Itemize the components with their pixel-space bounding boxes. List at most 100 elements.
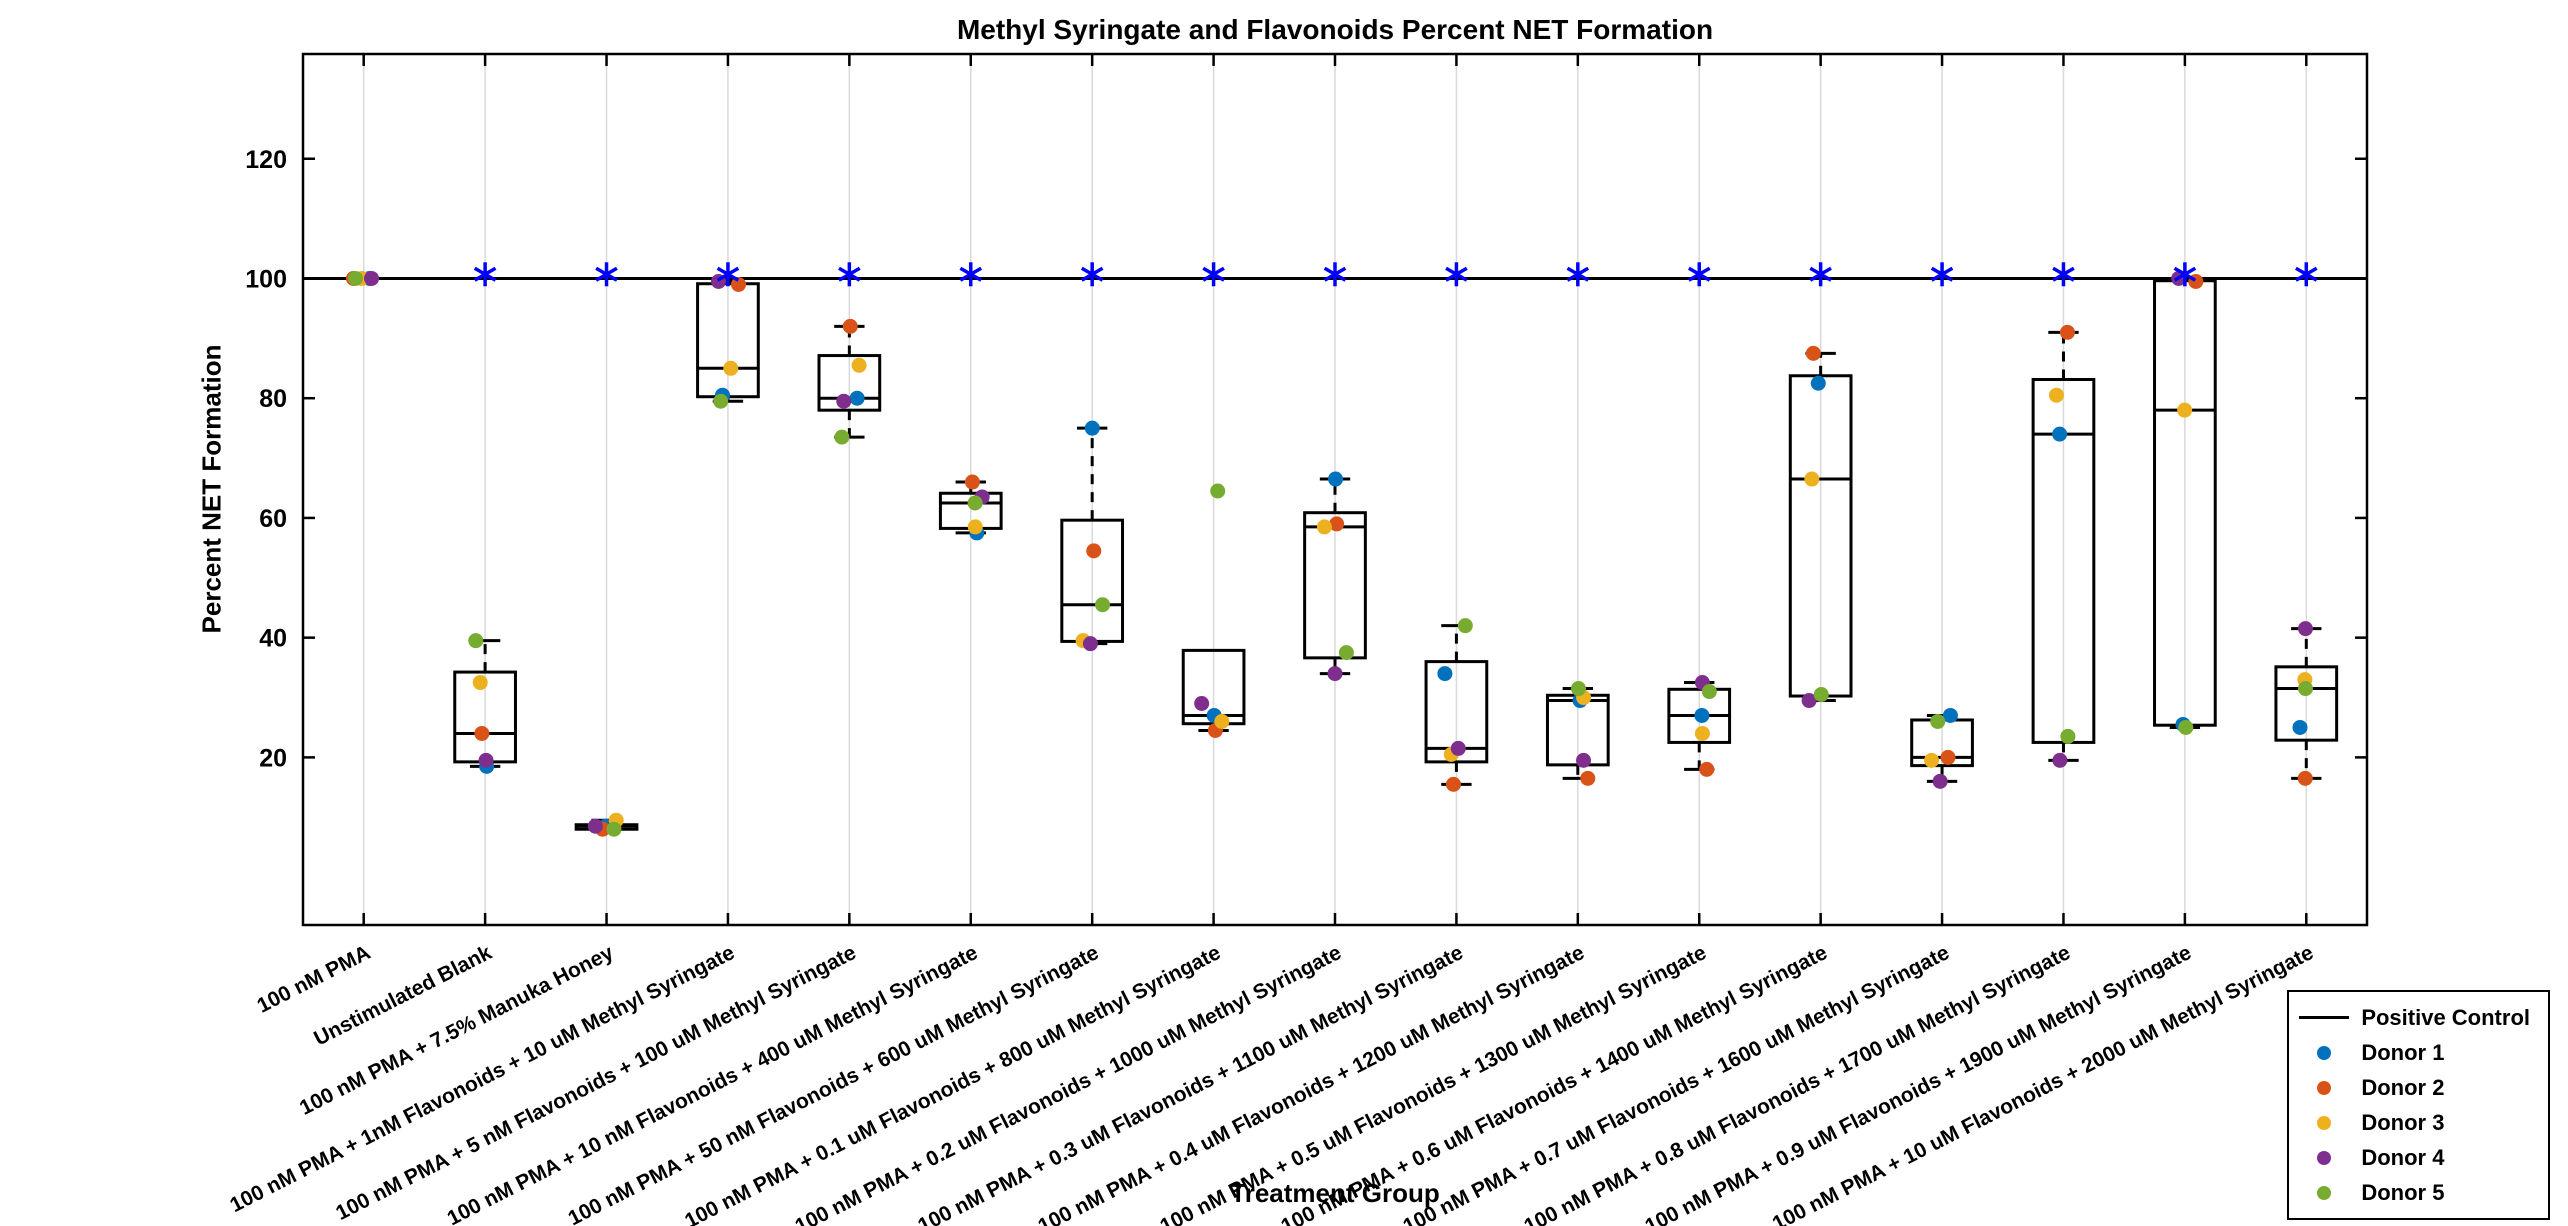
significance-asterisk (2295, 266, 2318, 282)
donor-point (1813, 687, 1829, 703)
donor-point (1930, 713, 1946, 729)
donor-point (1924, 752, 1940, 768)
box (2274, 665, 2339, 742)
dot-icon (2317, 1045, 2332, 1060)
y-tick-label: 120 (245, 146, 287, 174)
y-tick-label: 20 (259, 744, 287, 772)
donor-point (2292, 719, 2308, 735)
donor-point (1214, 713, 1230, 729)
legend-dot-swatch (2299, 1150, 2349, 1165)
legend-label: Donor 4 (2361, 1144, 2445, 1170)
significance-asterisk (1202, 266, 1225, 282)
donor-point (364, 270, 380, 286)
significance-asterisk (595, 266, 618, 282)
donor-point (1327, 666, 1343, 682)
legend-label: Donor 5 (2361, 1179, 2445, 1205)
legend-item: Positive Control (2299, 1002, 2530, 1033)
donor-point (731, 276, 747, 292)
donor-point (1942, 707, 1958, 723)
significance-asterisk (1930, 266, 1954, 282)
donor-point (1694, 725, 1710, 741)
donor-point (478, 752, 494, 768)
donor-point (2052, 426, 2068, 442)
donor-point (1316, 519, 1332, 535)
significance-asterisk (1687, 266, 1711, 282)
donor-point (2297, 770, 2313, 786)
donor-point (842, 318, 858, 334)
donor-point (1328, 471, 1344, 487)
donor-point (1694, 707, 1710, 723)
significance-asterisk (2173, 266, 2197, 282)
significance-asterisk (1080, 266, 1104, 282)
y-tick-label: 80 (259, 385, 287, 413)
donor-point (1932, 773, 1948, 789)
legend: Positive Control Donor 1 Donor 2 Donor 3 Don… (2287, 990, 2550, 1220)
line-icon (2299, 1016, 2350, 1019)
legend-item: Donor 2 (2299, 1072, 2530, 1103)
legend-label: Donor 1 (2361, 1039, 2445, 1065)
x-axis-label: Treatment Group (1230, 1178, 1440, 1208)
donor-point (834, 429, 850, 445)
legend-item: Donor 4 (2299, 1142, 2530, 1173)
significance-asterisk (1809, 266, 1832, 282)
legend-item: Donor 5 (2299, 1177, 2530, 1208)
donor-point (1801, 693, 1817, 709)
donor-point (1580, 770, 1596, 786)
donor-point (1804, 471, 1820, 487)
legend-dot-swatch (2299, 1115, 2349, 1130)
y-tick-label: 40 (259, 625, 287, 653)
dot-icon (2317, 1080, 2332, 1095)
y-tick-label: 100 (245, 265, 287, 293)
donor-point (606, 821, 622, 837)
donor-point (836, 393, 852, 409)
donor-point (1445, 776, 1461, 792)
y-tick-label: 60 (259, 505, 287, 533)
legend-item: Donor 3 (2299, 1107, 2530, 1138)
donor-point (2059, 324, 2075, 340)
legend-dot-swatch (2299, 1080, 2349, 1095)
donor-point (2060, 728, 2076, 744)
donor-point (964, 474, 980, 490)
donor-point (1194, 696, 1210, 712)
donor-point (1329, 516, 1345, 532)
donor-point (474, 725, 490, 741)
donor-point (967, 495, 983, 511)
donor-point (468, 633, 484, 649)
box (817, 354, 882, 412)
chart-title: Methyl Syringate and Flavonoids Percent … (956, 14, 1714, 45)
dot-icon (2317, 1115, 2332, 1130)
donor-point (1810, 375, 1826, 391)
donor-point (2177, 402, 2193, 418)
legend-label: Positive Control (2361, 1004, 2530, 1030)
donor-point (713, 393, 729, 409)
significance-asterisk (716, 266, 740, 282)
donor-point (1450, 740, 1466, 756)
donor-point (2297, 621, 2313, 637)
donor-point (2297, 681, 2313, 697)
box (1303, 511, 1367, 660)
legend-label: Donor 2 (2361, 1074, 2445, 1100)
legend-item: Donor 1 (2299, 1037, 2530, 1068)
dot-icon (2317, 1150, 2332, 1165)
donor-point (1082, 636, 1098, 652)
donor-point (587, 818, 603, 834)
legend-label: Donor 3 (2361, 1109, 2445, 1135)
donor-point (1699, 761, 1715, 777)
legend-dot-swatch (2299, 1185, 2349, 1200)
significance-asterisk (1445, 266, 1468, 282)
donor-point (2052, 752, 2068, 768)
donor-point (967, 519, 983, 535)
donor-point (1338, 645, 1354, 661)
donor-point (1940, 749, 1956, 765)
significance-asterisk (1566, 266, 1590, 282)
donor-point (1210, 483, 1226, 499)
donor-point (472, 675, 488, 691)
significance-asterisk (473, 266, 497, 282)
significance-asterisk (959, 266, 983, 282)
donor-point (1457, 618, 1473, 634)
significance-asterisk (1323, 266, 1347, 282)
significance-asterisk (2052, 266, 2075, 282)
donor-point (2048, 387, 2064, 403)
legend-line-swatch (2299, 1016, 2350, 1019)
